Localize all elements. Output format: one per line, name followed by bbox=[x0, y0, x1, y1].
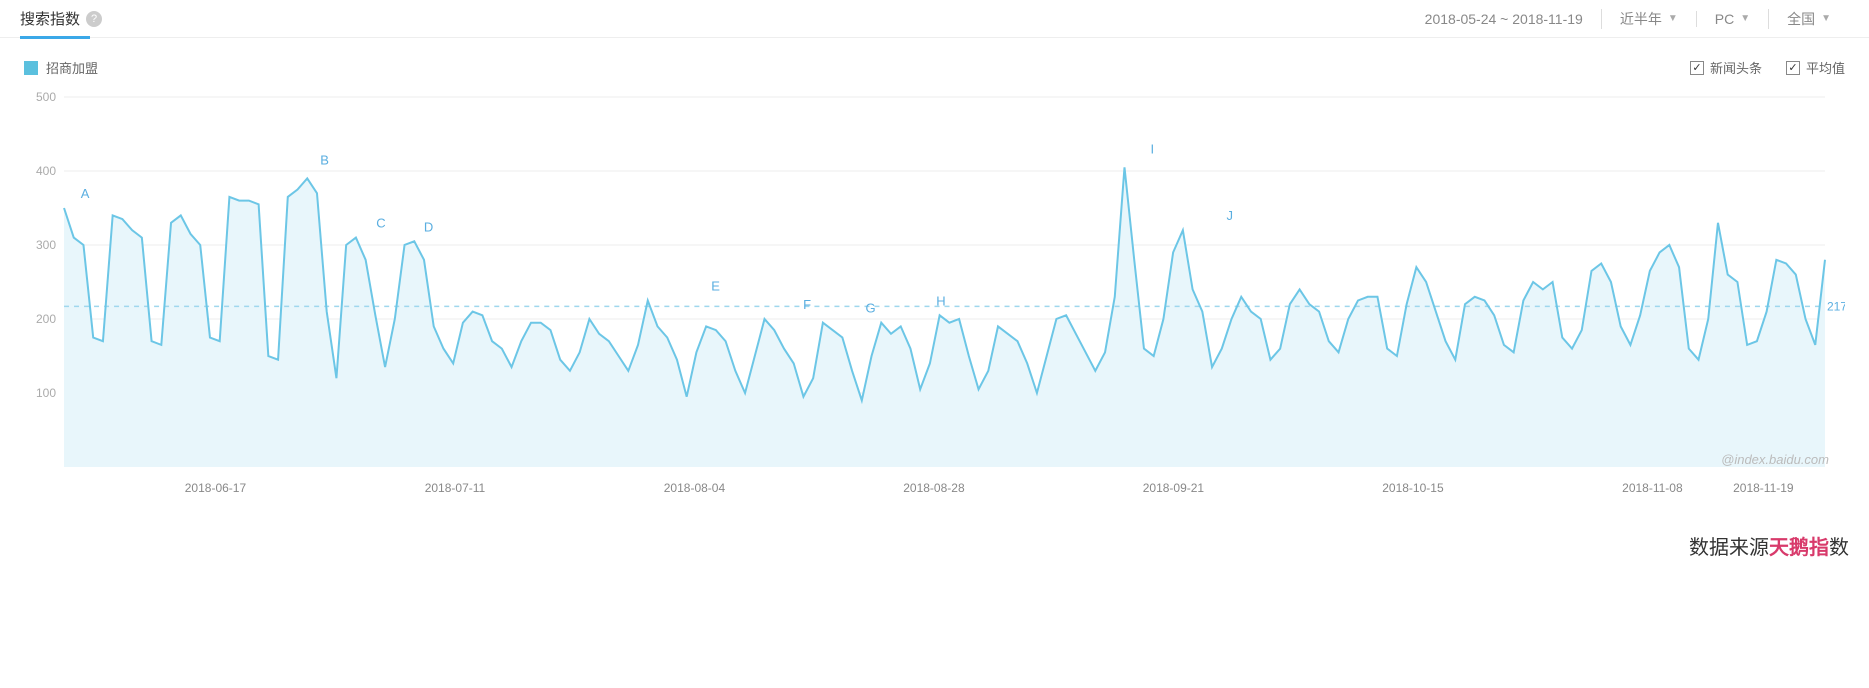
device-label: PC bbox=[1715, 11, 1734, 27]
svg-text:H: H bbox=[936, 293, 945, 308]
svg-text:500: 500 bbox=[36, 90, 56, 104]
svg-text:C: C bbox=[376, 216, 385, 231]
date-range-text: 2018-05-24 ~ 2018-11-19 bbox=[1425, 11, 1583, 27]
region-select[interactable]: 全国 ▼ bbox=[1768, 9, 1849, 29]
check-news-label: 新闻头条 bbox=[1710, 58, 1762, 77]
footer-note: 数据来源天鹅指数 bbox=[0, 527, 1869, 570]
checkbox-icon: ✓ bbox=[1690, 61, 1704, 75]
device-select[interactable]: PC ▼ bbox=[1696, 11, 1768, 27]
page-title: 搜索指数 bbox=[20, 8, 80, 29]
svg-text:2018-10-15: 2018-10-15 bbox=[1382, 481, 1444, 495]
svg-text:J: J bbox=[1227, 208, 1234, 223]
legend-series[interactable]: 招商加盟 bbox=[24, 58, 98, 77]
footer-red: 天鹅指 bbox=[1769, 537, 1829, 559]
footer-prefix: 数据来源 bbox=[1689, 537, 1769, 559]
svg-text:100: 100 bbox=[36, 386, 56, 400]
footer-suffix: 数 bbox=[1829, 537, 1849, 559]
period-label: 近半年 bbox=[1620, 9, 1662, 29]
check-news[interactable]: ✓ 新闻头条 bbox=[1690, 58, 1762, 77]
svg-text:2018-11-08: 2018-11-08 bbox=[1622, 481, 1683, 495]
title-wrap: 搜索指数 ? bbox=[20, 8, 102, 29]
legend-row: 招商加盟 ✓ 新闻头条 ✓ 平均值 bbox=[0, 38, 1869, 77]
svg-text:2018-08-28: 2018-08-28 bbox=[903, 481, 965, 495]
svg-text:2018-07-11: 2018-07-11 bbox=[425, 481, 486, 495]
svg-text:B: B bbox=[320, 153, 329, 168]
title-underline bbox=[20, 36, 90, 39]
svg-text:E: E bbox=[711, 279, 720, 294]
controls: 2018-05-24 ~ 2018-11-19 近半年 ▼ PC ▼ 全国 ▼ bbox=[1407, 9, 1849, 29]
help-icon[interactable]: ? bbox=[86, 11, 102, 27]
svg-text:D: D bbox=[424, 219, 433, 234]
svg-text:G: G bbox=[865, 301, 875, 316]
svg-text:300: 300 bbox=[36, 238, 56, 252]
legend-swatch bbox=[24, 61, 38, 75]
legend-label: 招商加盟 bbox=[46, 58, 98, 77]
svg-text:A: A bbox=[81, 186, 90, 201]
legend-checks: ✓ 新闻头条 ✓ 平均值 bbox=[1690, 58, 1845, 77]
chevron-down-icon: ▼ bbox=[1740, 13, 1750, 24]
svg-text:2018-11-19: 2018-11-19 bbox=[1733, 481, 1794, 495]
chart-container: 100 200 300 400 500 217 2018-06-17 2018-07-11 20… bbox=[0, 77, 1869, 527]
period-select[interactable]: 近半年 ▼ bbox=[1601, 9, 1696, 29]
checkbox-icon: ✓ bbox=[1786, 61, 1800, 75]
watermark: @index.baidu.com bbox=[1721, 452, 1829, 467]
svg-text:217: 217 bbox=[1827, 299, 1845, 313]
svg-text:2018-06-17: 2018-06-17 bbox=[185, 481, 247, 495]
check-avg[interactable]: ✓ 平均值 bbox=[1786, 58, 1845, 77]
chevron-down-icon: ▼ bbox=[1821, 13, 1831, 24]
svg-text:2018-09-21: 2018-09-21 bbox=[1143, 481, 1205, 495]
svg-text:F: F bbox=[803, 297, 811, 312]
svg-text:2018-08-04: 2018-08-04 bbox=[664, 481, 726, 495]
header-bar: 搜索指数 ? 2018-05-24 ~ 2018-11-19 近半年 ▼ PC … bbox=[0, 0, 1869, 38]
chevron-down-icon: ▼ bbox=[1668, 13, 1678, 24]
region-label: 全国 bbox=[1787, 9, 1815, 29]
svg-text:400: 400 bbox=[36, 164, 56, 178]
date-range-display: 2018-05-24 ~ 2018-11-19 bbox=[1407, 11, 1601, 27]
check-avg-label: 平均值 bbox=[1806, 58, 1845, 77]
line-chart[interactable]: 100 200 300 400 500 217 2018-06-17 2018-07-11 20… bbox=[24, 87, 1845, 507]
svg-text:200: 200 bbox=[36, 312, 56, 326]
svg-text:I: I bbox=[1150, 142, 1154, 157]
